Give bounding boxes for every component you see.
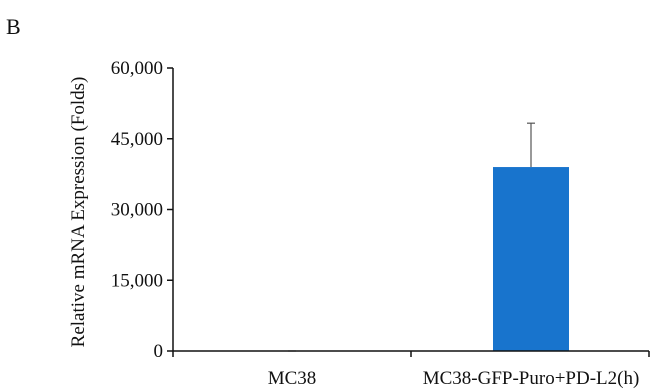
bar	[493, 167, 569, 351]
category-label: MC38-GFP-Puro+PD-L2(h)	[423, 368, 640, 389]
panel-letter: B	[6, 14, 21, 39]
axes	[172, 68, 650, 357]
y-tick-label: 15,000	[111, 270, 163, 291]
category-labels: MC38 MC38-GFP-Puro+PD-L2(h)	[268, 368, 640, 389]
y-ticks: 0 15,000 30,000 45,000 60,000	[111, 58, 173, 362]
y-tick-label: 60,000	[111, 58, 163, 79]
category-label: MC38	[268, 368, 317, 389]
y-tick-label: 30,000	[111, 200, 163, 221]
bars	[254, 122, 569, 352]
y-tick-label: 45,000	[111, 129, 163, 150]
y-tick-label: 0	[154, 341, 164, 362]
y-axis-label: Relative mRNA Expression (Folds)	[68, 77, 89, 348]
